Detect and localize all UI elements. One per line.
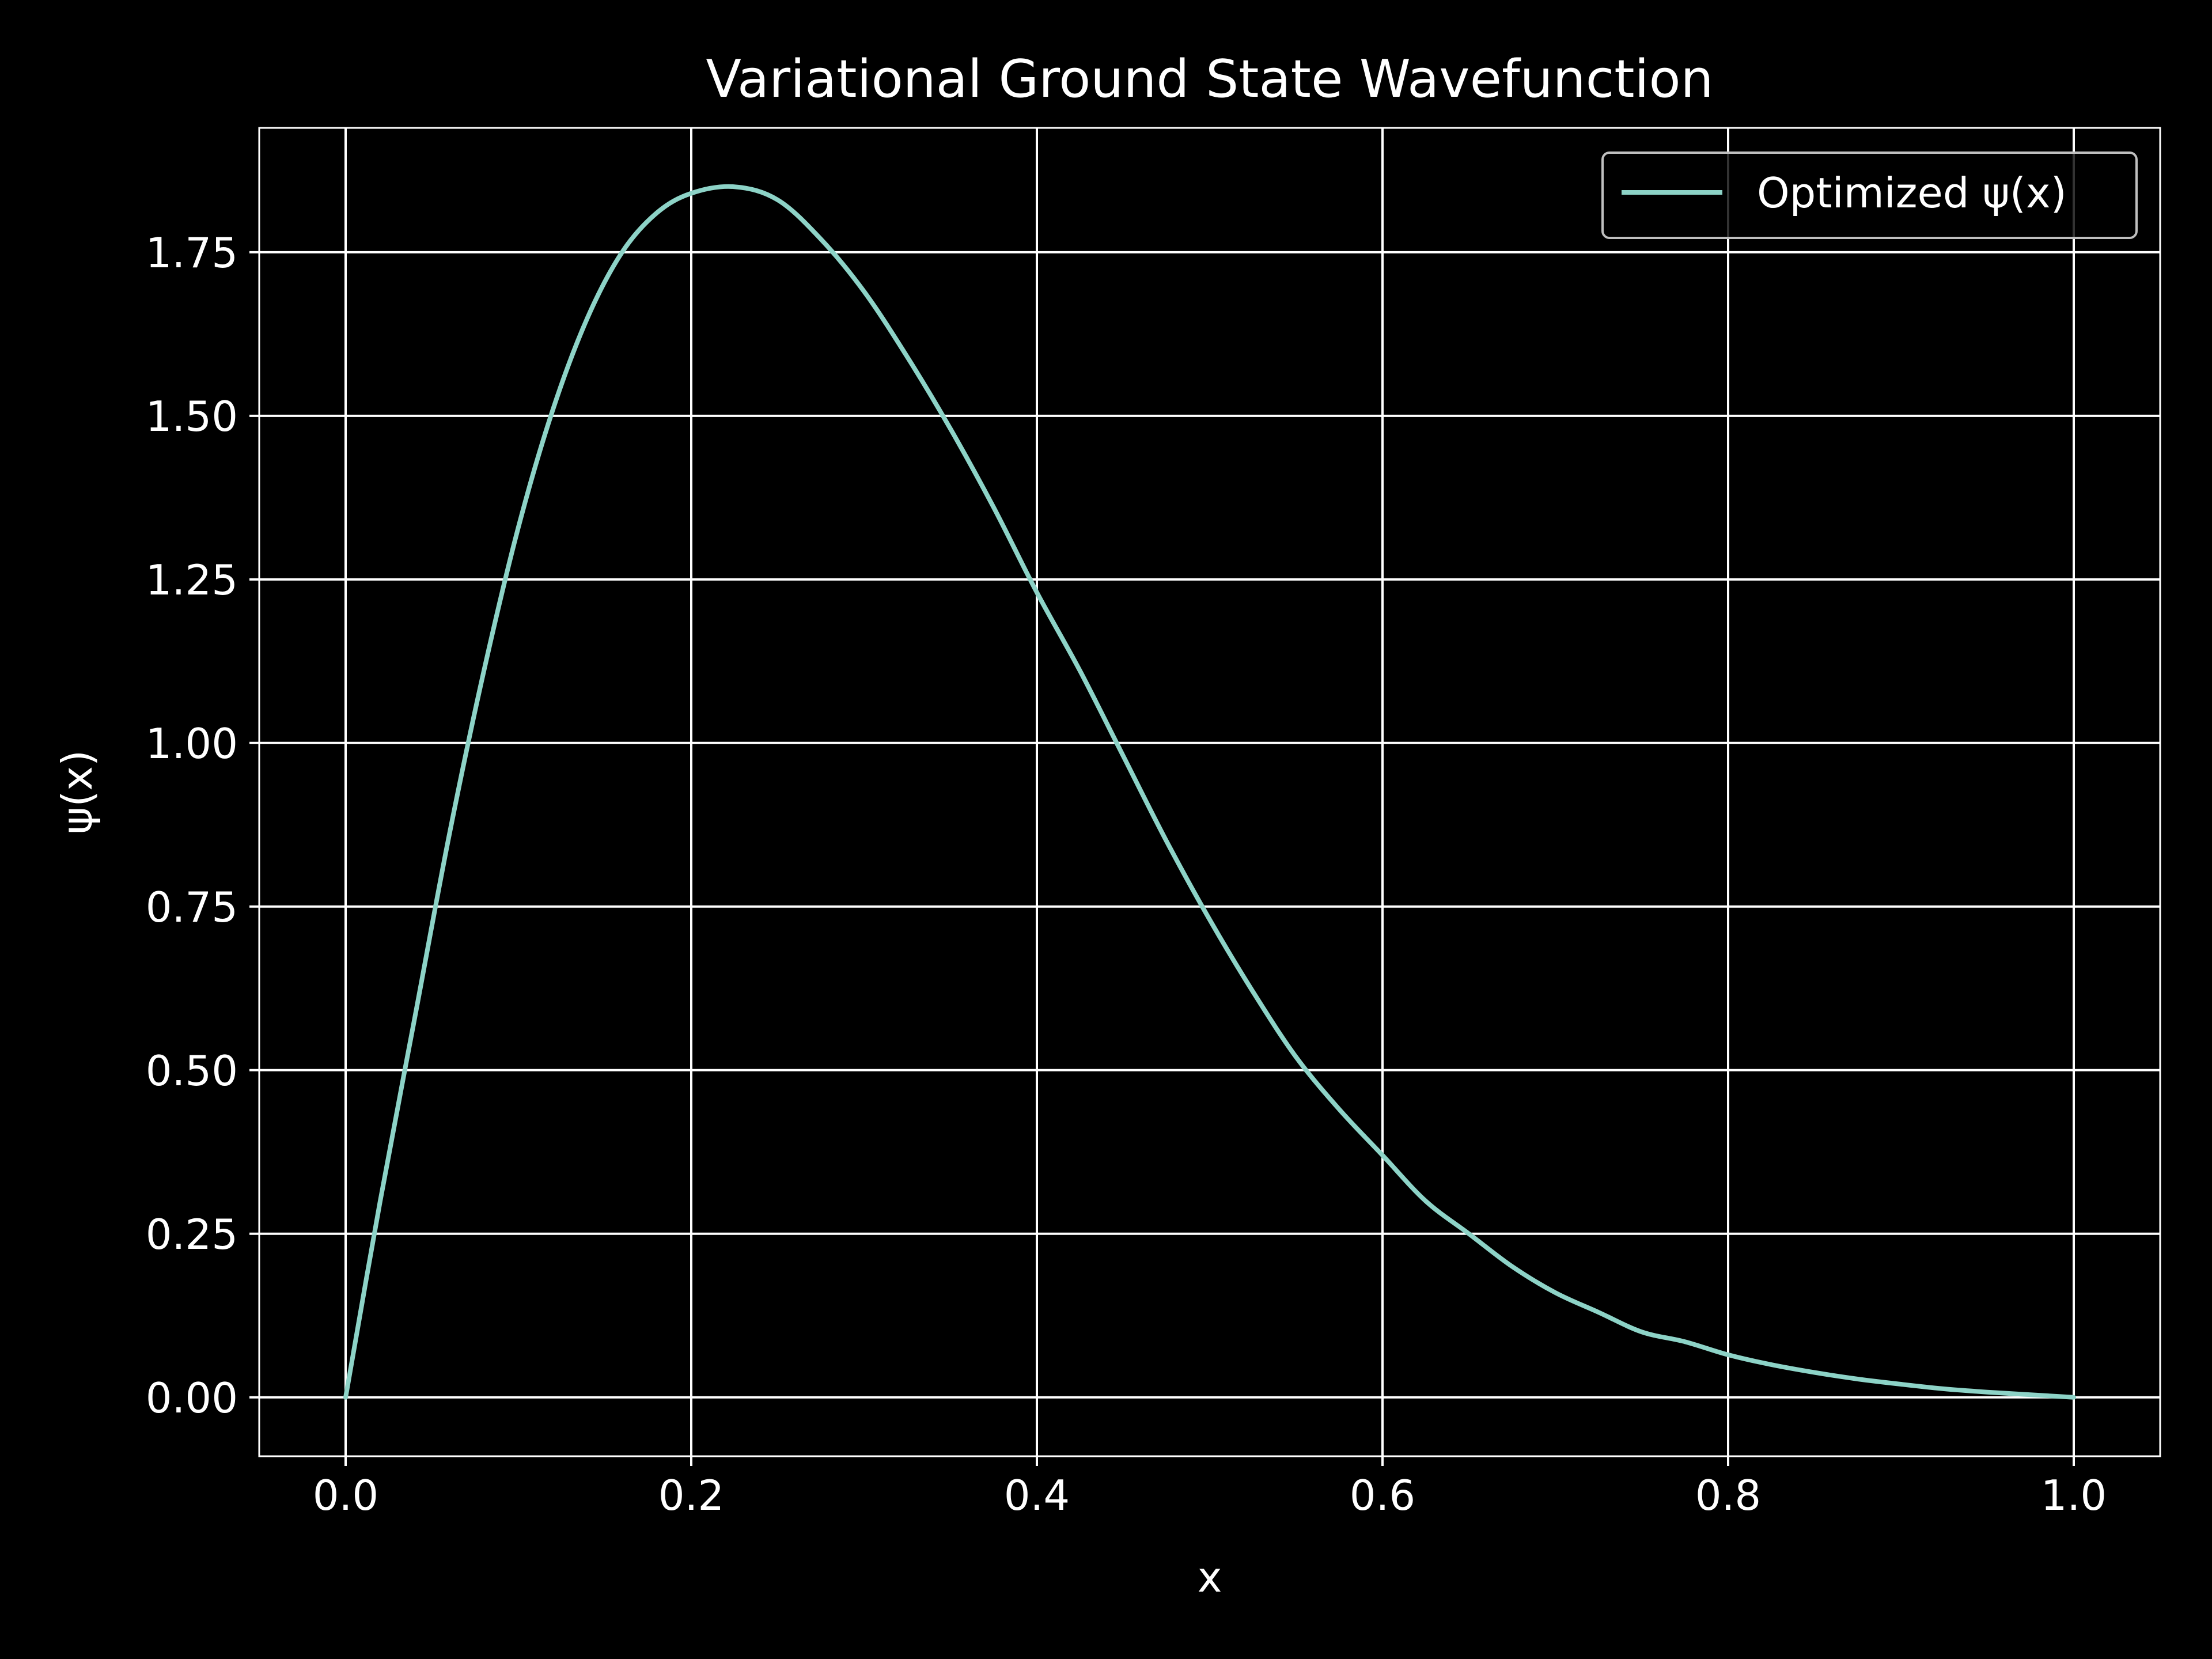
series-line [343, 184, 2076, 1400]
x-axis-label: x [1198, 1553, 1222, 1601]
legend: Optimized ψ(x) [1601, 151, 2138, 239]
series-layer [343, 184, 2076, 1400]
x-tick-label: 0.4 [1004, 1471, 1070, 1520]
ticks: 0.0 0.2 0.4 0.6 0.8 1.0 0.00 0.25 0.50 0.75 1.00 1.… [146, 229, 2107, 1520]
legend-box [1601, 151, 2138, 239]
x-tick-label: 0.0 [313, 1471, 379, 1520]
y-tick-label: 1.50 [146, 392, 238, 441]
y-axis-label: ψ(x) [53, 750, 101, 834]
x-tick-label: 0.6 [1350, 1471, 1416, 1520]
x-tick-label: 0.2 [658, 1471, 725, 1520]
y-tick-label: 0.50 [146, 1047, 238, 1095]
legend-label: Optimized ψ(x) [1757, 169, 2067, 217]
grid [259, 128, 2160, 1456]
y-tick-label: 1.00 [146, 719, 238, 768]
x-tick-label: 0.8 [1695, 1471, 1762, 1520]
y-tick-label: 0.25 [146, 1210, 238, 1259]
y-tick-label: 1.25 [146, 556, 238, 604]
chart-title: Variational Ground State Wavefunction [706, 49, 1713, 109]
y-tick-label: 0.00 [146, 1374, 238, 1422]
y-tick-label: 1.75 [146, 229, 238, 277]
axes-frame [258, 127, 2161, 1457]
y-tick-label: 0.75 [146, 883, 238, 931]
x-tick-label: 1.0 [2041, 1471, 2107, 1520]
